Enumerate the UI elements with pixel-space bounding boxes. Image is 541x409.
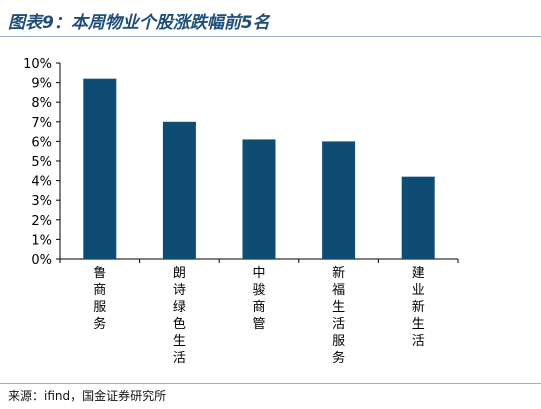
bar-4 xyxy=(322,141,356,259)
y-tick-label: 2% xyxy=(31,214,52,229)
x-tick-label: 建业新生活 xyxy=(412,266,425,349)
chart-title: 图表9：本周物业个股涨跌幅前5名 xyxy=(8,13,270,33)
y-tick-label: 3% xyxy=(31,194,52,209)
x-tick-label: 鲁商服务 xyxy=(93,266,106,332)
y-tick-label: 4% xyxy=(31,175,52,190)
chart-area: 0% 1% 2% 3% 4% 5% 6% 7% 8% 9% 10% 鲁商服务 朗诗绿色生活 中骏商管 新福生… xyxy=(0,40,541,380)
header-divider xyxy=(0,36,541,37)
y-tick-label: 6% xyxy=(31,135,52,150)
x-tick-label: 朗诗绿色生活 xyxy=(173,266,186,366)
y-tick-label: 0% xyxy=(31,253,52,268)
bar-3 xyxy=(242,139,276,259)
bar-1 xyxy=(83,78,117,260)
source-note: 来源：ifind，国金证券研究所 xyxy=(8,389,167,403)
bar-5 xyxy=(401,176,435,259)
header: 图表9：本周物业个股涨跌幅前5名 xyxy=(0,0,541,36)
x-tick-label: 新福生活服务 xyxy=(332,265,345,366)
bar-2 xyxy=(162,121,196,259)
y-tick-label: 5% xyxy=(31,155,52,170)
footer-divider xyxy=(0,383,541,384)
bar-chart: 0% 1% 2% 3% 4% 5% 6% 7% 8% 9% 10% 鲁商服务 朗诗绿色生活 中骏商管 新福生… xyxy=(23,57,459,366)
y-tick-label: 7% xyxy=(31,116,52,131)
y-tick-label: 1% xyxy=(31,233,52,248)
x-tick-label: 中骏商管 xyxy=(252,266,265,332)
y-tick-label: 8% xyxy=(31,96,52,111)
y-tick-label: 9% xyxy=(31,77,52,92)
y-tick-label: 10% xyxy=(23,57,52,72)
